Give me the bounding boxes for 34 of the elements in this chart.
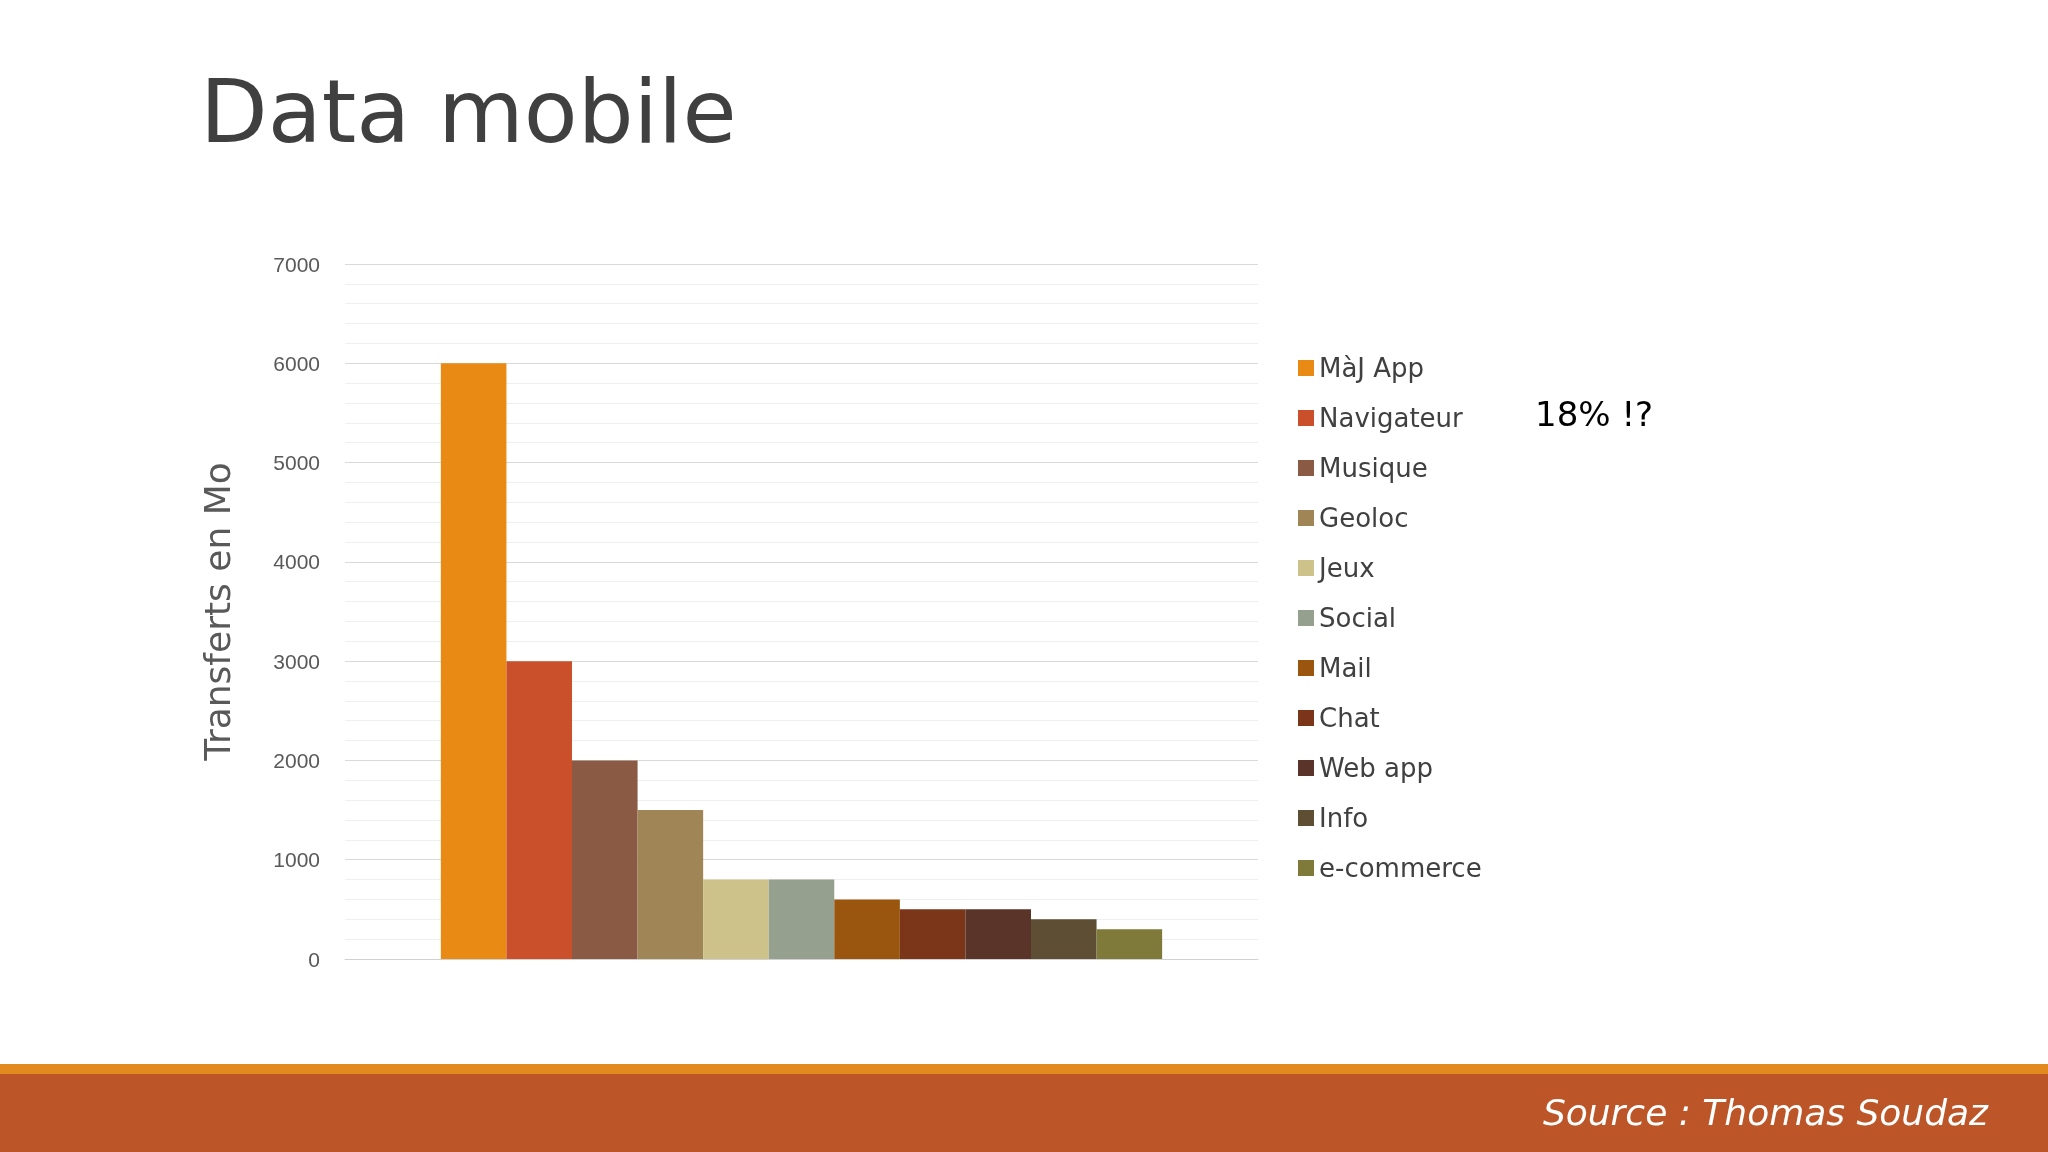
legend-label: Navigateur [1319, 403, 1464, 433]
bar [768, 879, 835, 959]
y-tick-label: 1000 [273, 848, 320, 872]
chart-title: Data mobile [200, 59, 737, 163]
y-tick-label: 4000 [273, 550, 320, 574]
legend-label: MàJ App [1319, 353, 1425, 383]
y-axis-title: Transferts en Mo [196, 462, 238, 762]
legend-label: Mail [1319, 653, 1372, 683]
legend-label: Jeux [1317, 553, 1375, 583]
bar [899, 909, 966, 959]
bar [637, 810, 704, 959]
y-tick-label: 6000 [273, 351, 320, 375]
bar [834, 899, 900, 959]
y-tick-label: 2000 [273, 748, 320, 772]
legend-label: Info [1319, 803, 1369, 833]
text: 18% !? [1535, 394, 1654, 434]
bar [506, 661, 573, 959]
bar [572, 760, 638, 959]
y-tick-label: 7000 [273, 252, 320, 276]
bar [703, 879, 769, 959]
legend-label: Chat [1319, 703, 1380, 733]
bar [440, 363, 507, 959]
legend-label: Geoloc [1319, 503, 1409, 533]
y-tick-label: 0 [308, 947, 320, 971]
y-tick-label: 5000 [273, 451, 320, 475]
bar [1030, 919, 1097, 959]
bar [965, 909, 1031, 959]
legend-label: Social [1319, 603, 1397, 633]
legend-label: e-commerce [1319, 853, 1482, 883]
y-tick-label: 3000 [273, 649, 320, 673]
bar [1096, 929, 1163, 959]
source-note: Source : Thomas Soudaz [1542, 1092, 1988, 1133]
legend-label: Web app [1319, 753, 1433, 783]
legend-label: Musique [1319, 453, 1428, 483]
